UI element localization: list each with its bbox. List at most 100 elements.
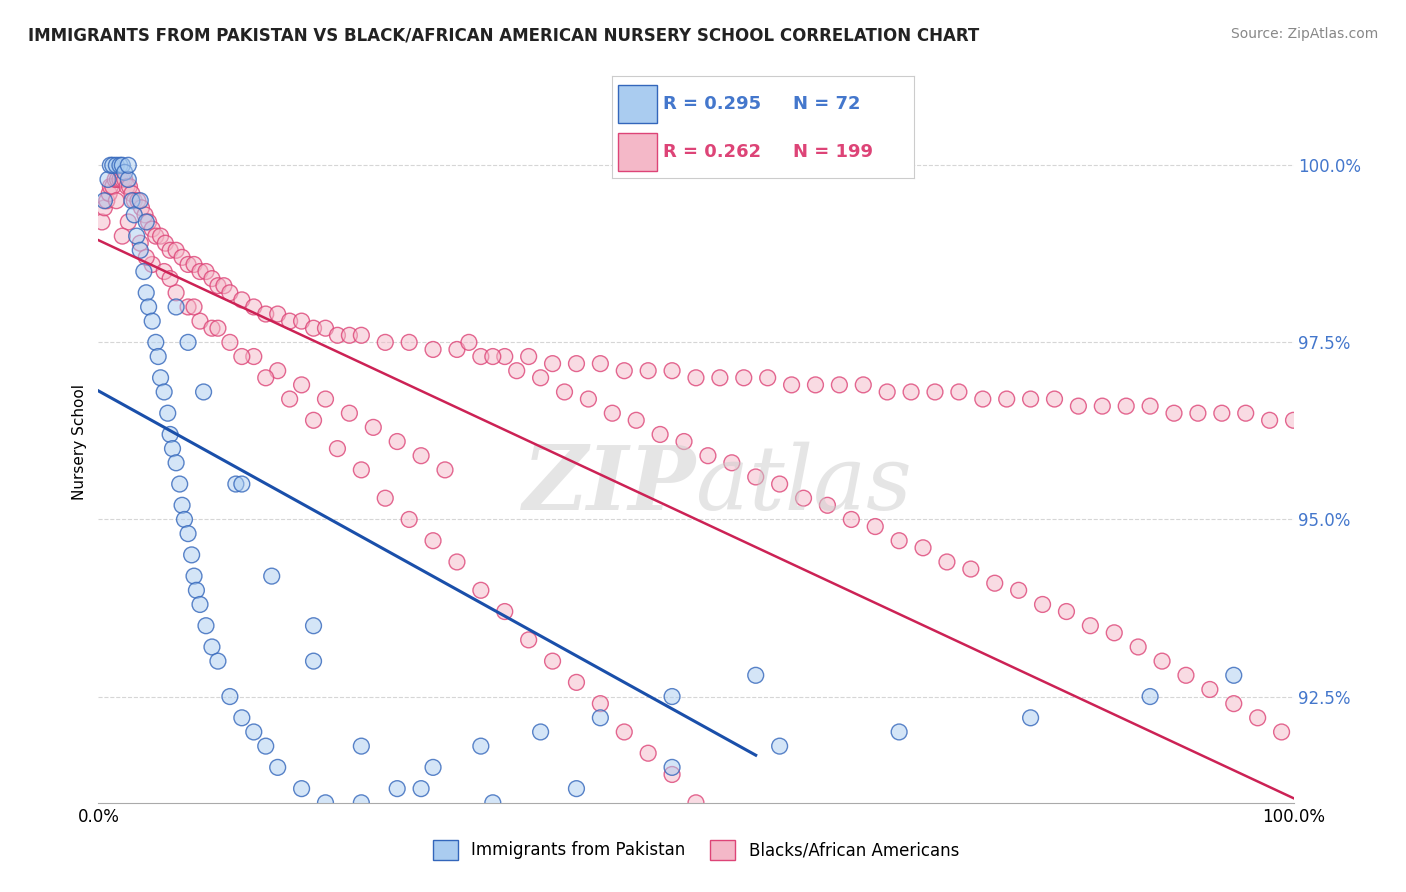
Point [207,278,229,293]
Point [155,236,177,251]
Point [165,244,187,258]
Point [159,427,181,442]
Point [1163,406,1185,420]
Point [111,158,134,172]
Point [219,335,242,350]
Point [339,406,361,420]
Point [541,357,564,371]
Point [141,314,163,328]
Point [1187,406,1209,420]
Point [134,208,156,222]
Point [709,810,731,824]
Point [225,477,247,491]
Point [733,371,755,385]
Point [315,321,337,335]
Point [506,364,529,378]
Point [108,158,131,172]
Point [363,420,385,434]
Point [135,251,157,265]
Point [231,477,253,491]
Point [172,251,194,265]
Point [709,371,731,385]
Point [385,781,409,796]
Point [1128,640,1150,654]
Point [530,371,553,385]
Point [745,668,768,682]
Point [1152,654,1174,668]
Point [697,449,720,463]
Point [1019,711,1042,725]
Point [173,512,195,526]
Point [93,201,115,215]
Point [188,264,211,278]
Point [165,300,187,314]
Point [107,172,129,186]
Legend: Immigrants from Pakistan, Blacks/African Americans: Immigrants from Pakistan, Blacks/African… [426,833,966,867]
Point [188,598,211,612]
Point [129,236,152,251]
Point [267,364,290,378]
Point [972,392,994,406]
Point [482,796,505,810]
Point [260,569,283,583]
Point [165,456,187,470]
Point [114,172,136,186]
Point [1271,725,1294,739]
Point [637,746,659,760]
Point [422,533,444,548]
Point [565,781,588,796]
Point [141,257,163,271]
Point [1247,711,1270,725]
Point [1032,598,1054,612]
Point [165,285,187,300]
Point [98,179,122,194]
Point [302,321,325,335]
Point [129,194,152,208]
Point [149,371,172,385]
Point [162,442,184,456]
Point [685,371,707,385]
Point [1139,690,1161,704]
Point [101,179,124,194]
Point [267,760,290,774]
Point [117,158,139,172]
Point [1104,625,1126,640]
Point [912,541,935,555]
Point [326,442,349,456]
Point [124,208,146,222]
Point [177,257,200,271]
Point [398,335,420,350]
Point [177,335,200,350]
Point [948,384,970,399]
Point [350,328,373,343]
Point [517,632,540,647]
Point [589,697,612,711]
Point [231,350,253,364]
Point [1223,697,1246,711]
Point [769,739,792,753]
Point [482,350,505,364]
Point [828,880,851,892]
Point [159,244,181,258]
Point [793,491,815,506]
Point [315,392,337,406]
Point [1080,618,1102,632]
Point [350,463,373,477]
Point [458,335,481,350]
Point [565,357,588,371]
Point [231,711,253,725]
Point [804,866,827,880]
Point [121,194,143,208]
Point [613,725,636,739]
Point [1115,399,1137,413]
Point [756,838,779,853]
Text: Source: ZipAtlas.com: Source: ZipAtlas.com [1230,27,1378,41]
Point [115,179,138,194]
Point [169,477,191,491]
Point [589,357,612,371]
Point [195,618,218,632]
Point [172,498,194,512]
Point [291,781,314,796]
Point [422,343,444,357]
Point [936,555,959,569]
